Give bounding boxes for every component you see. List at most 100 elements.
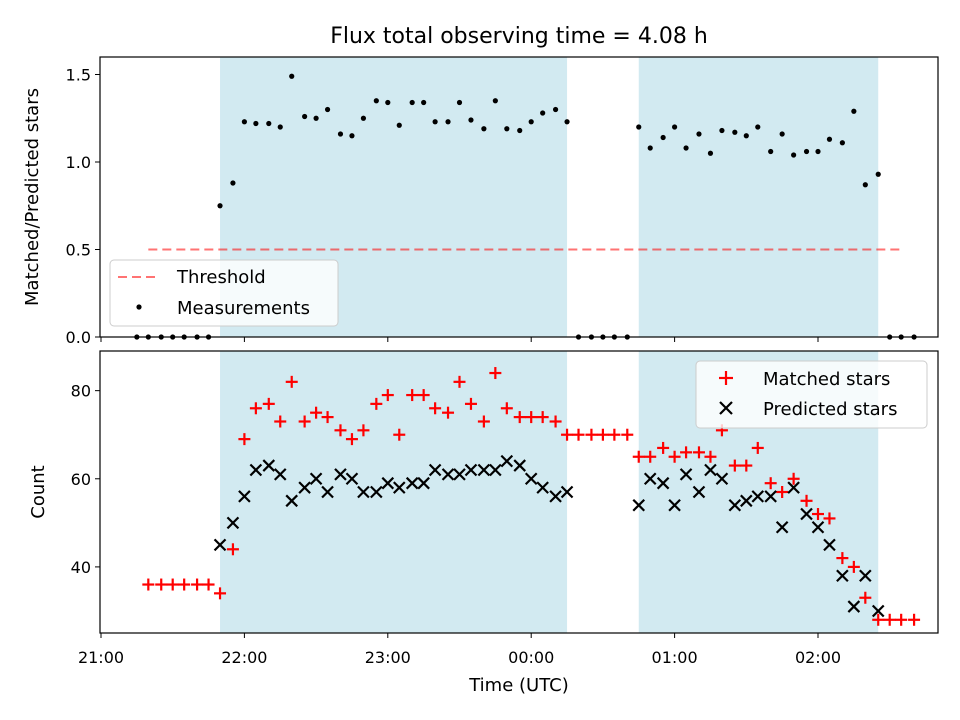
matched-star-point (657, 441, 670, 454)
measurement-point (360, 115, 367, 121)
matched-star-point (166, 578, 179, 591)
bottom-legend-frame (695, 360, 928, 429)
predicted-star-point (345, 472, 359, 486)
top-y-tick-label: 1.5 (66, 66, 91, 85)
matched-star-point (453, 375, 466, 388)
predicted-star-point (309, 472, 323, 486)
x-axis-label: Time (UTC) (468, 675, 569, 696)
matched-star-point (536, 411, 549, 424)
measurement-point (743, 133, 749, 139)
predicted-star-point (847, 600, 861, 613)
matched-star-point (477, 415, 490, 428)
predicted-star-point (632, 498, 646, 512)
observing-window-1 (638, 57, 879, 337)
matched-star-point (800, 494, 813, 507)
x-tick-label: 23:00 (365, 648, 411, 667)
predicted-star-point (859, 569, 872, 582)
predicted-stars-points (213, 454, 885, 618)
matched-star-point (298, 415, 311, 428)
predicted-star-point (823, 538, 836, 552)
matched-star-point (621, 428, 634, 441)
matched-star-point (872, 613, 885, 626)
top-panel: 0.0 0.5 1.0 1.5 Matched/Predicted stars Thr… (22, 56, 939, 347)
bottom-y-tick-label: 80 (71, 382, 91, 401)
measurement-point (324, 106, 331, 113)
matched-star-point (787, 472, 800, 485)
predicted-star-point (728, 498, 742, 512)
measurement-point (768, 148, 774, 155)
predicted-star-point (704, 463, 717, 477)
measurement-point (791, 152, 797, 158)
measurement-point (552, 106, 559, 113)
bottom-y-tick-label: 40 (71, 558, 91, 577)
matched-star-point (895, 613, 908, 626)
predicted-star-point (679, 468, 693, 481)
predicted-star-point (764, 490, 777, 503)
matched-star-point (823, 512, 836, 525)
top-y-ticks: 0.0 0.5 1.0 1.5 (66, 66, 100, 347)
measurement-point (803, 148, 810, 155)
predicted-star-point (836, 569, 849, 582)
top-ylabel: Matched/Predicted stars (22, 88, 43, 306)
matched-star-point (345, 433, 358, 446)
predicted-star-point (405, 476, 419, 490)
matched-star-point (728, 459, 741, 472)
legend-threshold-label: Threshold (176, 267, 266, 288)
measurement-point (349, 133, 355, 139)
measurement-point (504, 126, 510, 132)
matched-star-point (561, 428, 574, 441)
measurement-point (672, 124, 678, 130)
measurement-point (277, 124, 283, 130)
predicted-star-point (370, 485, 383, 499)
predicted-star-point (656, 476, 670, 490)
predicted-star-point (381, 476, 395, 490)
measurement-point (396, 122, 402, 128)
matched-star-point (310, 406, 323, 419)
matched-star-point (859, 591, 872, 604)
matched-star-point (572, 428, 585, 441)
matched-star-point (847, 560, 860, 573)
predicted-star-point (226, 516, 240, 530)
predicted-star-point (871, 604, 885, 618)
measurement-point (385, 99, 391, 106)
measurement-point (564, 119, 570, 125)
measurement-point (337, 131, 344, 137)
predicted-star-point (334, 468, 347, 481)
predicted-star-point (775, 520, 789, 534)
matched-star-point (764, 477, 777, 490)
predicted-star-point (298, 481, 311, 494)
predicted-star-point (249, 463, 263, 477)
matched-star-point (370, 397, 383, 410)
matched-star-point (751, 441, 764, 454)
bottom-y-tick-label: 60 (71, 470, 91, 489)
matched-star-point (585, 428, 598, 441)
bottom-legend: Matched stars Predicted stars (695, 360, 928, 429)
matched-star-point (357, 424, 370, 437)
x-tick-label: 00:00 (508, 648, 554, 667)
measurement-point (432, 119, 438, 125)
legend-measurements-swatch (136, 304, 142, 310)
matched-star-point (321, 411, 334, 424)
predicted-star-point (477, 463, 491, 477)
predicted-star-point (213, 538, 227, 552)
bottom-ylabel: Count (28, 465, 49, 518)
matched-star-point (644, 450, 657, 463)
measurement-point (373, 98, 379, 104)
measurement-point (732, 129, 738, 135)
predicted-star-point (643, 472, 657, 486)
predicted-star-point (262, 459, 276, 472)
measurement-point (839, 140, 845, 146)
matched-star-point (704, 450, 717, 463)
bottom-panel: 40 60 80 21:00 22:00 23:00 00:00 01:00 02:00 Co… (28, 350, 939, 667)
predicted-star-point (357, 485, 370, 499)
measurement-point (481, 126, 487, 132)
predicted-star-point (273, 468, 287, 481)
matched-star-point (596, 428, 609, 441)
matched-star-point (417, 389, 430, 402)
matched-star-point (812, 508, 824, 521)
top-y-tick-label: 1.0 (66, 153, 91, 172)
x-tick-label: 02:00 (795, 648, 841, 667)
measurement-point (683, 145, 689, 151)
x-tick-label: 21:00 (78, 648, 124, 667)
matched-star-point (608, 428, 621, 441)
